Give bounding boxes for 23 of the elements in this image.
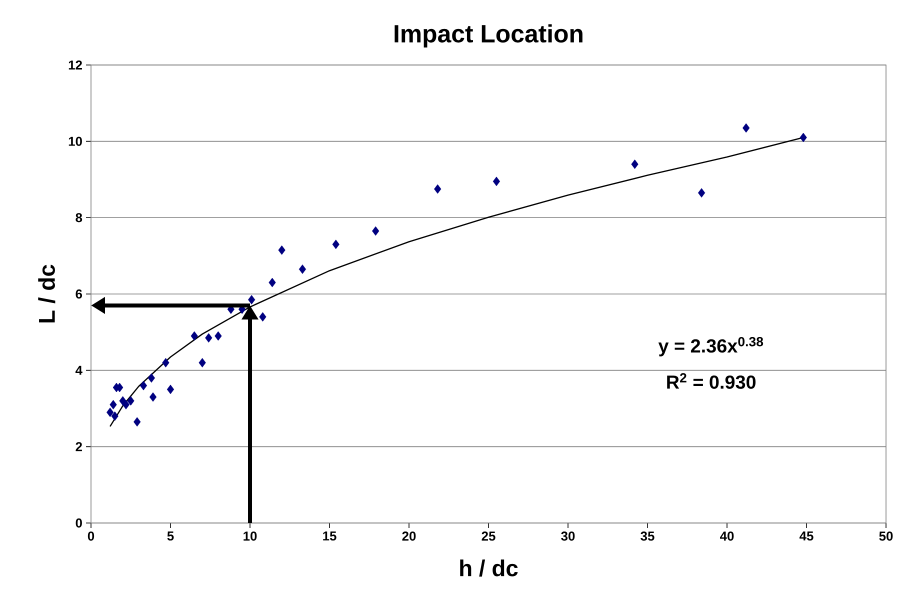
y-tick-label: 12	[68, 60, 82, 70]
annotation: y = 2.36x$^{0.38}$	[658, 336, 764, 356]
x-tick-label: 15	[323, 532, 336, 541]
y-axis-title: L / dc	[38, 264, 56, 322]
x-tick-label: 50	[879, 532, 893, 541]
x-tick-label: 25	[482, 532, 496, 541]
x-tick-label: 30	[561, 532, 575, 541]
y-tick-label: 8	[76, 213, 82, 222]
x-tick-label: 5	[167, 532, 174, 541]
y-tick-label: 0	[76, 518, 82, 528]
x-tick-label: 20	[402, 532, 416, 541]
y-tick-label: 6	[76, 289, 82, 299]
x-tick-label: 0	[88, 532, 94, 541]
x-tick-label: 45	[800, 532, 814, 541]
x-axis-title: h / dc	[460, 560, 518, 577]
x-tick-label: 10	[244, 532, 257, 541]
x-tick-label: 40	[720, 532, 734, 541]
x-tick-label: 35	[640, 532, 654, 541]
chart-title: Impact Location	[394, 24, 582, 48]
annotation: R$^{2}$ = 0.930	[667, 373, 756, 389]
y-tick-label: 2	[76, 442, 82, 452]
y-tick-label: 4	[75, 366, 82, 375]
y-tick-label: 10	[68, 136, 82, 146]
